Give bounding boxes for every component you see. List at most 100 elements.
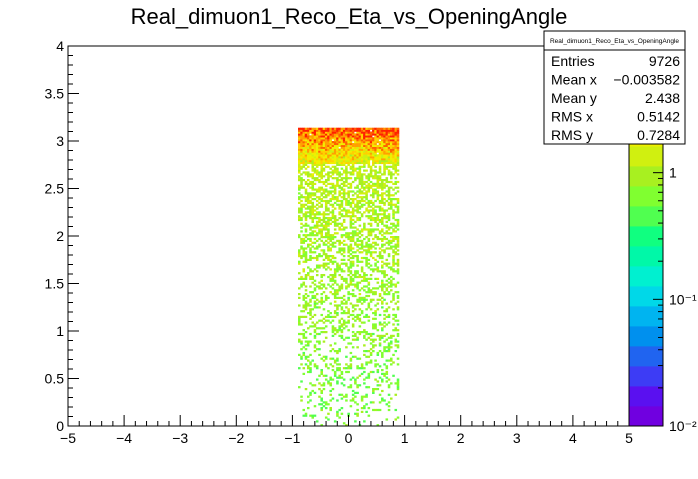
- heatmap-cell: [372, 241, 375, 244]
- heatmap-cell: [374, 243, 377, 246]
- heatmap-cell: [320, 167, 323, 170]
- heatmap-cell: [311, 251, 315, 254]
- heatmap-cell: [324, 173, 328, 176]
- heatmap-cell: [349, 367, 353, 370]
- heatmap-cell: [315, 165, 319, 168]
- heatmap-cell: [356, 161, 359, 165]
- heatmap-cell: [318, 135, 321, 138]
- heatmap-cell: [340, 129, 344, 132]
- heatmap-cell: [313, 142, 317, 146]
- heatmap-cell: [306, 165, 310, 168]
- heatmap-cell: [354, 315, 357, 318]
- colorbar-segment: [629, 306, 663, 327]
- heatmap-cell: [383, 156, 386, 159]
- heatmap-cell: [309, 369, 312, 372]
- heatmap-cell: [374, 160, 377, 163]
- heatmap-cell: [327, 418, 330, 421]
- heatmap-cell: [394, 127, 398, 130]
- heatmap-cell: [381, 355, 384, 358]
- heatmap-cell: [298, 179, 301, 182]
- heatmap-cell: [363, 315, 366, 318]
- heatmap-cell: [365, 133, 368, 136]
- heatmap-cell: [336, 291, 339, 294]
- heatmap-cell: [392, 160, 395, 163]
- heatmap-cell: [329, 135, 332, 138]
- heatmap-cell: [356, 264, 359, 267]
- heatmap-cell: [309, 291, 312, 294]
- heatmap-cell: [367, 289, 371, 292]
- heatmap-cell: [354, 152, 357, 155]
- heatmap-cell: [333, 144, 337, 147]
- heatmap-cell: [396, 319, 400, 322]
- heatmap-cell: [358, 293, 362, 296]
- heatmap-cell: [351, 165, 355, 168]
- heatmap-cell: [313, 133, 317, 136]
- heatmap-cell: [385, 177, 389, 180]
- heatmap-cell: [318, 139, 321, 142]
- heatmap-cell: [363, 237, 366, 241]
- heatmap-cell: [378, 165, 382, 168]
- heatmap-cell: [392, 294, 395, 298]
- heatmap-cell: [311, 256, 315, 260]
- colorbar-segment: [629, 226, 663, 247]
- heatmap-cell: [356, 142, 359, 146]
- heatmap-cell: [300, 182, 303, 185]
- heatmap-cell: [324, 194, 328, 197]
- heatmap-cell: [396, 332, 400, 336]
- heatmap-cell: [354, 169, 357, 172]
- heatmap-cell: [387, 405, 391, 408]
- heatmap-cell: [354, 154, 357, 157]
- heatmap-cell: [302, 179, 306, 182]
- heatmap-cell: [392, 203, 395, 206]
- heatmap-cell: [331, 275, 335, 279]
- heatmap-cell: [340, 317, 344, 320]
- heatmap-cell: [309, 228, 312, 231]
- heatmap-cell: [327, 315, 330, 318]
- heatmap-cell: [367, 302, 371, 305]
- heatmap-cell: [342, 378, 346, 381]
- heatmap-cell: [340, 334, 344, 337]
- heatmap-cell: [298, 129, 301, 132]
- heatmap-cell: [300, 332, 303, 336]
- heatmap-cell: [358, 175, 362, 178]
- heatmap-cell: [311, 180, 315, 184]
- heatmap-cell: [385, 150, 389, 153]
- heatmap-cell: [327, 144, 330, 147]
- heatmap-cell: [378, 207, 382, 210]
- heatmap-cell: [387, 393, 391, 396]
- heatmap-cell: [351, 251, 355, 254]
- heatmap-cell: [340, 186, 344, 189]
- heatmap-cell: [304, 127, 308, 130]
- heatmap-cell: [327, 217, 330, 220]
- heatmap-cell: [327, 230, 330, 233]
- heatmap-cell: [363, 127, 366, 130]
- heatmap-cell: [313, 365, 317, 368]
- heatmap-cell: [376, 196, 380, 199]
- heatmap-cell: [369, 150, 373, 153]
- heatmap-cell: [387, 401, 391, 404]
- heatmap-cell: [338, 161, 341, 165]
- heatmap-cell: [329, 211, 332, 214]
- heatmap-cell: [378, 209, 382, 212]
- heatmap-cell: [358, 357, 362, 360]
- heatmap-cell: [354, 167, 357, 170]
- heatmap-cell: [369, 146, 373, 149]
- heatmap-cell: [304, 348, 308, 351]
- heatmap-cell: [300, 340, 303, 343]
- heatmap-cell: [338, 213, 341, 216]
- heatmap-cell: [298, 196, 301, 199]
- heatmap-cell: [298, 142, 301, 146]
- heatmap-cell: [376, 369, 380, 372]
- heatmap-cell: [347, 142, 350, 146]
- heatmap-cell: [342, 215, 346, 218]
- heatmap-cell: [347, 274, 350, 277]
- heatmap-cell: [387, 232, 391, 235]
- heatmap-cell: [390, 152, 393, 155]
- heatmap-cell: [313, 344, 317, 347]
- heatmap-cell: [304, 304, 308, 307]
- heatmap-cell: [340, 144, 344, 147]
- heatmap-cell: [300, 342, 303, 345]
- heatmap-cell: [318, 220, 321, 223]
- heatmap-cell: [367, 294, 371, 298]
- heatmap-cell: [376, 237, 380, 241]
